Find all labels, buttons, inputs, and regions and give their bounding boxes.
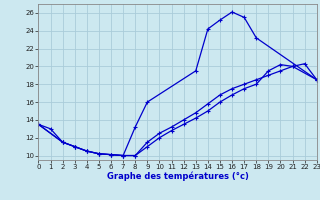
X-axis label: Graphe des températures (°c): Graphe des températures (°c) — [107, 172, 249, 181]
